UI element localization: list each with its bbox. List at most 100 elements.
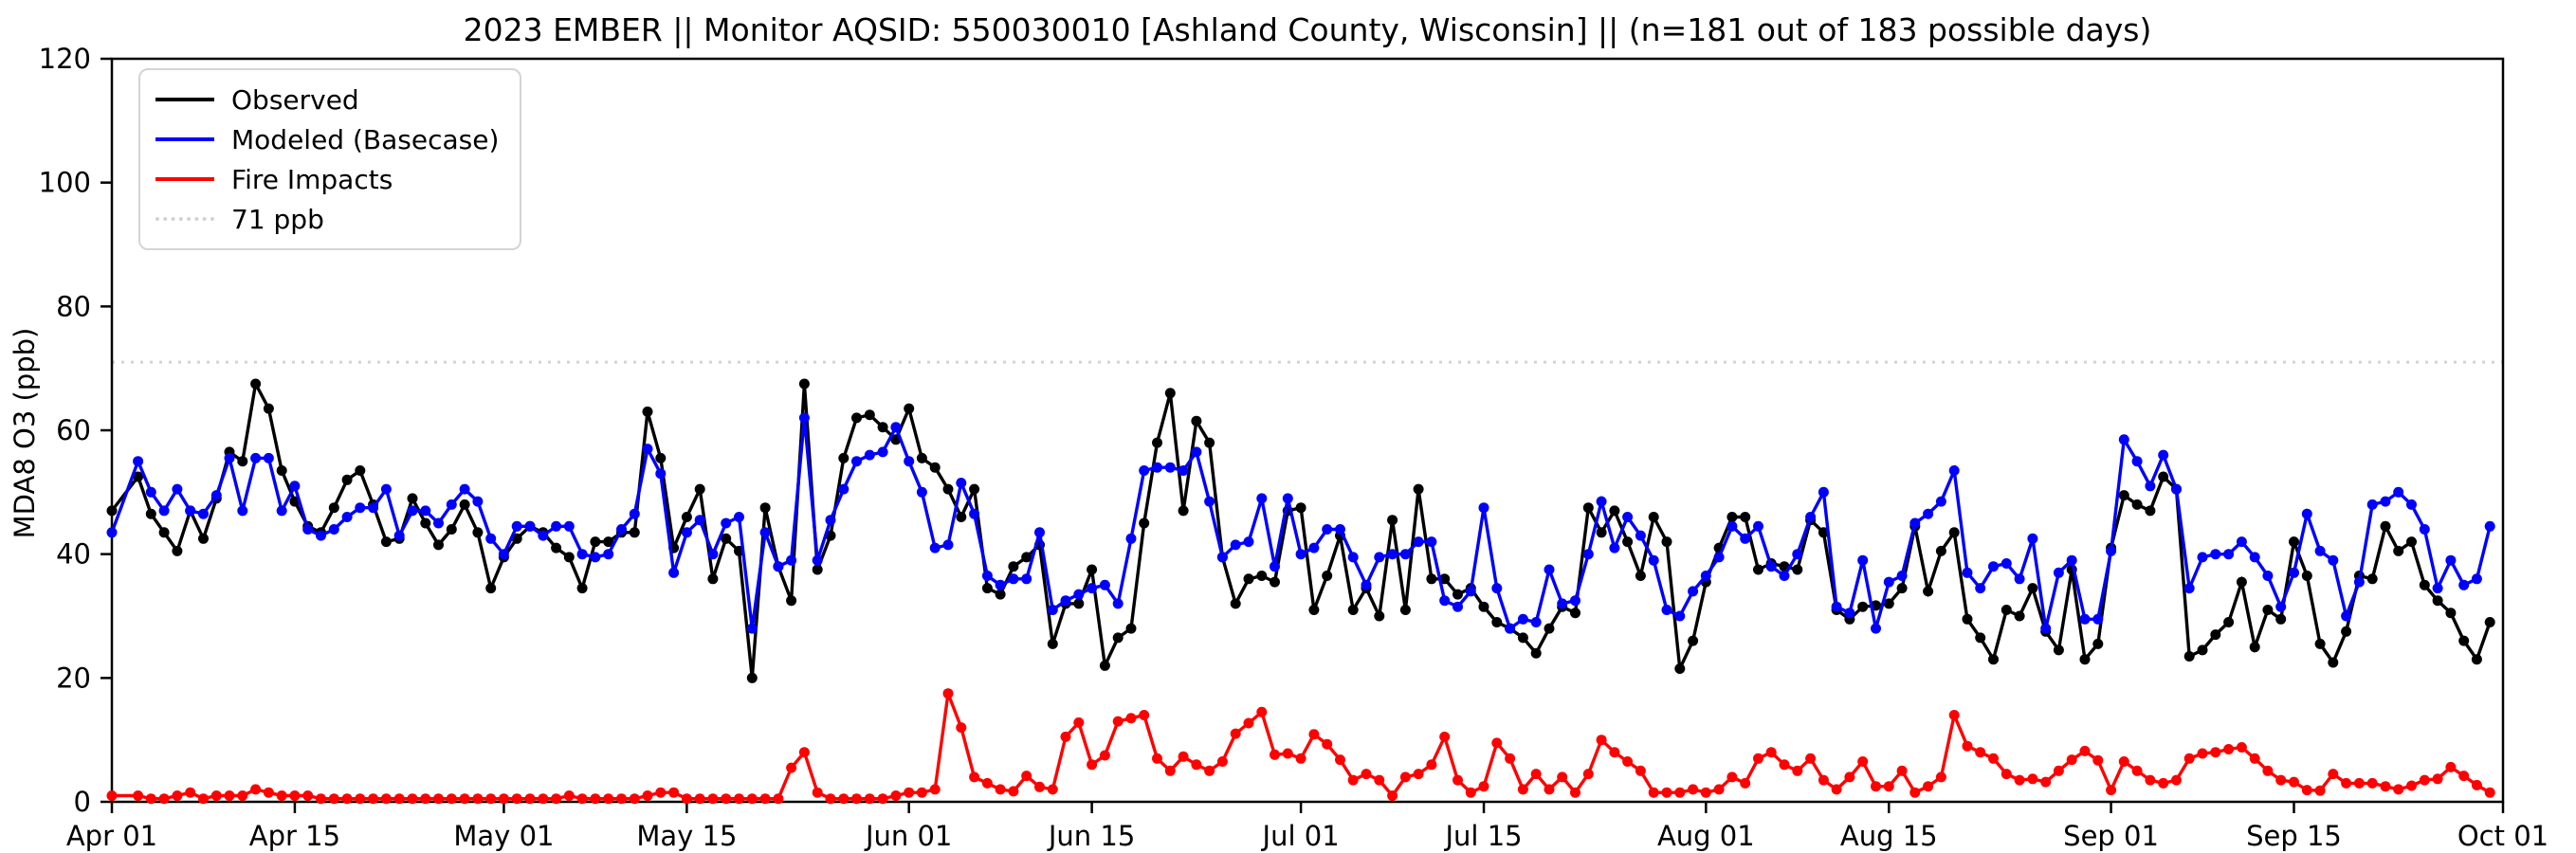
modeled-basecase-line <box>110 417 2492 631</box>
fire-impacts-point <box>1505 753 1516 764</box>
observed-point <box>420 517 431 529</box>
legend-label-fire-impacts: Fire Impacts <box>231 163 393 195</box>
observed-point <box>1152 437 1162 448</box>
fire-impacts-point <box>2092 754 2104 766</box>
modeled-basecase-point <box>2053 567 2064 578</box>
modeled-basecase-point <box>838 483 850 495</box>
fire-impacts-point <box>2145 774 2156 786</box>
modeled-basecase-point <box>1948 465 1960 476</box>
modeled-basecase-point <box>2432 583 2443 594</box>
fire-impacts-point <box>133 790 144 801</box>
modeled-basecase-point <box>759 527 771 538</box>
modeled-basecase-point <box>2066 554 2077 566</box>
observed-point <box>1387 515 1398 526</box>
modeled-basecase-point <box>1256 493 1268 504</box>
fire-impacts-point <box>825 793 836 805</box>
observed-point <box>1426 573 1437 585</box>
modeled-basecase-point <box>1857 554 1869 566</box>
fire-impacts-point <box>681 793 692 805</box>
x-tick-label: Aug 15 <box>1840 820 1938 852</box>
observed-point <box>851 412 862 424</box>
fire-impacts-point <box>1948 710 1960 720</box>
fire-impacts-point <box>746 793 758 805</box>
fire-impacts-point <box>316 793 326 805</box>
modeled-basecase-point <box>1805 512 1817 522</box>
observed-point <box>1243 573 1254 585</box>
modeled-basecase-point <box>459 483 470 495</box>
observed-point <box>2393 545 2404 556</box>
modeled-basecase-point <box>707 549 719 560</box>
fire-impacts-point <box>1517 784 1528 795</box>
modeled-basecase-point <box>158 505 170 517</box>
observed-point <box>2289 536 2299 548</box>
observed-point <box>603 536 614 548</box>
modeled-basecase-point <box>368 502 379 514</box>
observed-point <box>1021 552 1032 563</box>
fire-impacts-point <box>1792 765 1803 776</box>
modeled-basecase-point <box>1439 595 1451 607</box>
y-tick-label: 60 <box>56 414 91 446</box>
fire-impacts-point <box>1230 728 1241 739</box>
modeled-basecase-point <box>1988 561 1999 572</box>
modeled-basecase-point <box>472 496 484 507</box>
observed-point <box>1008 561 1019 572</box>
modeled-basecase-point <box>2223 549 2235 560</box>
modeled-basecase-point <box>1975 583 1986 594</box>
fire-impacts-point <box>1883 781 1894 792</box>
fire-impacts-point <box>2236 742 2247 753</box>
observed-point <box>472 527 484 538</box>
fire-impacts-point <box>1544 784 1555 795</box>
observed-point <box>1648 512 1659 522</box>
fire-impacts-point <box>1753 753 1763 764</box>
observed-point <box>380 536 392 548</box>
fire-impacts-point <box>2053 765 2064 776</box>
modeled-basecase-point <box>2328 554 2339 566</box>
modeled-basecase-point <box>1661 605 1672 615</box>
modeled-basecase-point <box>1609 542 1620 554</box>
fire-impacts-point <box>1152 753 1162 764</box>
fire-impacts-point <box>1413 769 1424 780</box>
fire-impacts-point <box>472 793 484 805</box>
observed-point <box>2314 638 2326 649</box>
modeled-basecase-point <box>1178 465 1189 476</box>
fire-impacts-point <box>759 793 771 805</box>
modeled-basecase-point <box>2393 486 2404 498</box>
fire-impacts-point <box>1060 731 1071 742</box>
fire-impacts-point <box>877 793 888 805</box>
fire-impacts-point <box>1596 735 1607 746</box>
modeled-basecase-point <box>2484 520 2495 532</box>
modeled-basecase-point <box>798 412 810 424</box>
observed-point <box>707 573 719 585</box>
modeled-basecase-point <box>185 505 196 517</box>
modeled-basecase-point <box>1204 496 1215 507</box>
observed-point <box>172 545 183 556</box>
x-tick-label: Apr 01 <box>66 820 157 852</box>
fire-impacts-point <box>1988 753 1999 764</box>
x-tick-label: Jul 01 <box>1261 820 1340 852</box>
legend-line-observed <box>155 98 214 101</box>
fire-impacts-point <box>2432 773 2443 785</box>
fire-impacts-point <box>1164 765 1176 776</box>
observed-point <box>969 483 980 495</box>
fire-impacts-point <box>1609 747 1620 758</box>
modeled-basecase-point <box>2471 573 2482 585</box>
fire-impacts-point <box>289 790 301 801</box>
modeled-basecase-point <box>1099 579 1110 590</box>
fire-impacts-point <box>2341 777 2352 789</box>
x-tick-label: Sep 01 <box>2063 820 2159 852</box>
modeled-basecase-point <box>694 515 705 526</box>
observed-point <box>590 536 601 548</box>
observed-point <box>2001 605 2012 615</box>
modeled-basecase-point <box>1387 549 1398 560</box>
fire-impacts-point <box>407 793 418 805</box>
modeled-basecase-point <box>316 530 326 541</box>
observed-point <box>2432 595 2443 607</box>
fire-impacts-point <box>538 793 549 805</box>
fire-impacts-point <box>1399 771 1411 783</box>
fire-impacts-point <box>2249 753 2260 764</box>
observed-point <box>341 474 353 485</box>
modeled-basecase-point <box>2314 545 2326 556</box>
fire-impacts-point <box>1557 771 1568 783</box>
fire-impacts-point <box>368 793 379 805</box>
observed-point <box>812 564 823 575</box>
